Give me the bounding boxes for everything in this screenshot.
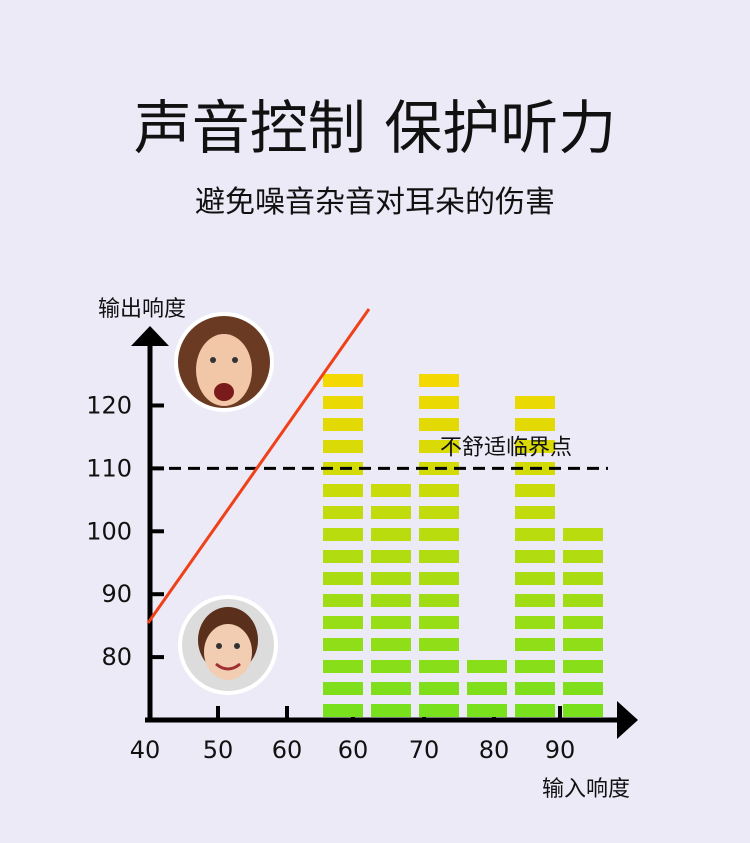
bar-segment [515,484,555,497]
bar-segment [515,616,555,629]
bar-segment [419,682,459,695]
bar-segment [563,638,603,651]
bar-segment [515,572,555,585]
bar-segment [323,616,363,629]
bar-segment [323,660,363,673]
bar-segment [323,506,363,519]
bar-segment [563,550,603,563]
bar-segment [515,396,555,409]
x-tick-label: 60 [338,736,369,764]
bar-segment [419,396,459,409]
bar-segment [323,682,363,695]
bar-segment [467,704,507,717]
bar-segment [323,528,363,541]
bar-segment [515,440,555,453]
bar-segment [563,572,603,585]
bar-segment [323,396,363,409]
bar-segment [515,682,555,695]
bar-segment [323,594,363,607]
x-axis-label: 输入响度 [542,777,630,802]
bar-segment [515,638,555,651]
bar-segment [515,704,555,717]
bar [371,484,411,717]
bar-segment [419,550,459,563]
bar-segment [419,418,459,431]
bar-segment [323,638,363,651]
bar-segment [371,550,411,563]
y-tick-label: 100 [86,517,132,545]
bar-segment [419,616,459,629]
y-tick-label: 80 [101,643,132,671]
title: 声音控制 保护听力 [134,94,616,162]
bar-segment [371,638,411,651]
y-tick-label: 120 [86,391,132,419]
bar-segment [371,506,411,519]
bar-segment [515,418,555,431]
y-tick-label: 90 [101,580,132,608]
bar-segment [323,440,363,453]
bar-segment [371,616,411,629]
bar-segment [371,572,411,585]
bar-segment [323,550,363,563]
bar-segment [371,660,411,673]
bar-segment [563,704,603,717]
bar-segment [467,660,507,673]
x-tick-label: 70 [409,736,440,764]
x-axis-arrow [617,701,638,739]
bar [419,374,459,717]
bar-segment [419,440,459,453]
bar-segment [323,374,363,387]
x-tick-label: 60 [272,736,303,764]
y-axis-arrow [131,326,169,346]
bar-segment [515,506,555,519]
bar-segment [371,682,411,695]
bar-segment [371,528,411,541]
face-calm [178,595,278,695]
threshold-label: 不舒适临界点 [440,435,572,460]
y-axis-label: 输出响度 [98,297,186,322]
bar-segment [419,572,459,585]
face-loud [174,312,274,412]
bar-segment [419,638,459,651]
bar-segment [419,528,459,541]
bar-segment [371,704,411,717]
bar-segment [323,572,363,585]
bar-segment [563,616,603,629]
bar-segment [515,550,555,563]
bar-segment [371,594,411,607]
bar [323,374,363,717]
y-tick-label: 110 [86,454,132,482]
bar [515,396,555,717]
bar-segment [419,484,459,497]
bar-segment [515,528,555,541]
bar-segment [563,682,603,695]
bar-segment [515,660,555,673]
bar [563,528,603,717]
bar-segment [467,682,507,695]
bar-segment [419,374,459,387]
bar-segment [563,594,603,607]
x-tick-label: 50 [203,736,234,764]
subtitle: 避免噪音杂音对耳朵的伤害 [195,185,555,220]
response-line [146,308,371,624]
bar-segment [371,484,411,497]
bar-segment [515,594,555,607]
bar-segment [419,594,459,607]
bar-segment [323,484,363,497]
bar-segment [323,418,363,431]
bar-segment [419,704,459,717]
x-tick-label: 80 [479,736,510,764]
bar-segment [419,660,459,673]
bar-segment [563,528,603,541]
bar-segment [323,704,363,717]
bar-segment [419,506,459,519]
bar-segment [563,660,603,673]
x-tick-label: 90 [545,736,576,764]
plot: 80 90 100 110 120 40 50 60 60 70 80 90 不舒适临界点 [86,374,608,764]
x-tick-label: 40 [130,736,161,764]
bar [467,660,507,717]
